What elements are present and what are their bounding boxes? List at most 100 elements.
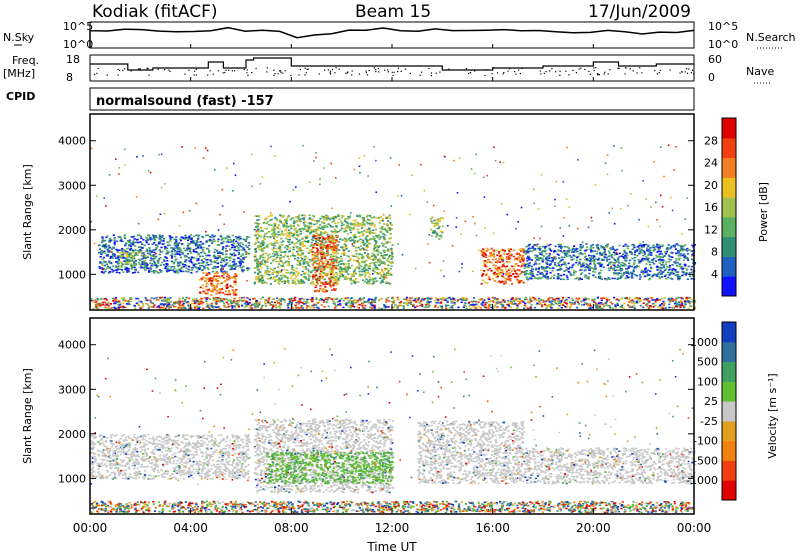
heat-cell — [659, 266, 662, 269]
heat-cell — [528, 257, 532, 259]
heat-cell — [320, 282, 323, 284]
heat-cell — [108, 250, 111, 253]
heat-cell — [154, 261, 157, 264]
heat-cell — [175, 258, 178, 261]
heat-cell — [162, 263, 166, 266]
heat-cell — [377, 234, 380, 237]
heat-cell — [623, 249, 626, 252]
heat-cell — [380, 270, 383, 272]
nave-point — [298, 74, 300, 76]
heat-cell — [345, 221, 348, 223]
heat-cell — [257, 244, 260, 247]
heat-cell — [691, 244, 694, 247]
heat-cell — [559, 245, 562, 247]
heat-cell — [300, 281, 303, 284]
heat-cell — [341, 227, 344, 230]
heat-cell — [658, 305, 661, 307]
heat-cell — [321, 238, 324, 241]
heat-cell — [175, 242, 178, 244]
heat-cell — [556, 303, 559, 306]
heat-cell — [320, 256, 323, 258]
heat-cell — [574, 251, 577, 253]
heat-cell — [380, 261, 383, 263]
heat-cell — [302, 222, 305, 224]
heat-cell — [433, 222, 436, 225]
nave-point — [195, 68, 197, 70]
heat-cell — [645, 275, 648, 277]
heat-cell — [356, 215, 359, 217]
heat-cell — [98, 267, 101, 269]
heat-cell — [211, 270, 215, 273]
heat-cell — [313, 267, 316, 269]
heat-cell — [256, 224, 259, 227]
heat-cell — [184, 264, 187, 266]
heat-cell — [127, 268, 130, 270]
heat-cell — [368, 279, 371, 282]
heat-cell — [683, 256, 686, 259]
nave-point — [543, 72, 545, 74]
heat-cell — [600, 269, 603, 272]
heat-cell — [334, 259, 337, 261]
heat-cell — [596, 244, 600, 246]
heat-cell — [234, 236, 237, 238]
heat-cell — [205, 298, 208, 300]
heat-cell — [115, 269, 118, 271]
heat-cell — [99, 256, 102, 258]
heat-cell — [173, 238, 176, 241]
heat-cell — [597, 259, 600, 261]
heat-cell — [660, 253, 663, 255]
heat-cell — [380, 274, 383, 276]
heat-cell — [509, 257, 512, 260]
heat-cell — [371, 222, 374, 225]
heat-cell — [685, 257, 688, 259]
nave-point — [324, 69, 326, 71]
heat-cell — [599, 272, 602, 274]
heat-cell — [184, 234, 187, 237]
heat-cell — [235, 289, 238, 291]
heat-cell — [339, 270, 342, 272]
heat-cell — [240, 249, 243, 251]
heat-cell — [619, 269, 623, 272]
heat-cell — [366, 254, 369, 256]
heat-cell — [134, 245, 137, 247]
heat-cell — [305, 237, 308, 240]
heat-cell — [117, 256, 120, 259]
heat-cell — [221, 258, 224, 261]
heat-cell — [218, 275, 221, 278]
heat-cell — [155, 266, 158, 268]
heat-cell — [292, 273, 295, 275]
heat-cell — [682, 259, 685, 261]
heat-cell — [374, 266, 377, 268]
heat-cell — [222, 258, 225, 260]
heat-cell — [621, 275, 624, 277]
heat-cell — [312, 278, 315, 280]
heat-cell — [153, 297, 156, 300]
nave-point — [139, 68, 141, 70]
heat-cell — [316, 238, 320, 240]
heat-cell — [329, 281, 332, 283]
heat-cell — [565, 266, 568, 269]
heat-cell — [108, 262, 112, 264]
heat-cell — [158, 238, 161, 240]
heat-cell — [520, 250, 523, 253]
heat-cell — [142, 262, 145, 265]
heat-cell — [286, 238, 289, 241]
heat-cell — [322, 252, 325, 254]
heat-cell — [191, 266, 194, 269]
heat-cell — [141, 263, 144, 265]
heat-cell — [291, 254, 294, 257]
heat-cell — [603, 255, 606, 258]
heat-cell — [172, 302, 175, 304]
heat-cell — [341, 267, 344, 270]
heat-cell — [538, 257, 541, 260]
heat-cell — [602, 307, 605, 310]
heat-cell — [518, 301, 522, 303]
heat-cell — [374, 256, 377, 259]
heat-cell — [634, 250, 637, 252]
heat-cell — [173, 261, 176, 264]
heat-cell — [229, 285, 232, 287]
heat-cell — [369, 219, 372, 222]
heat-cell — [352, 245, 355, 247]
nave-point — [117, 74, 119, 76]
heat-cell — [187, 297, 191, 300]
